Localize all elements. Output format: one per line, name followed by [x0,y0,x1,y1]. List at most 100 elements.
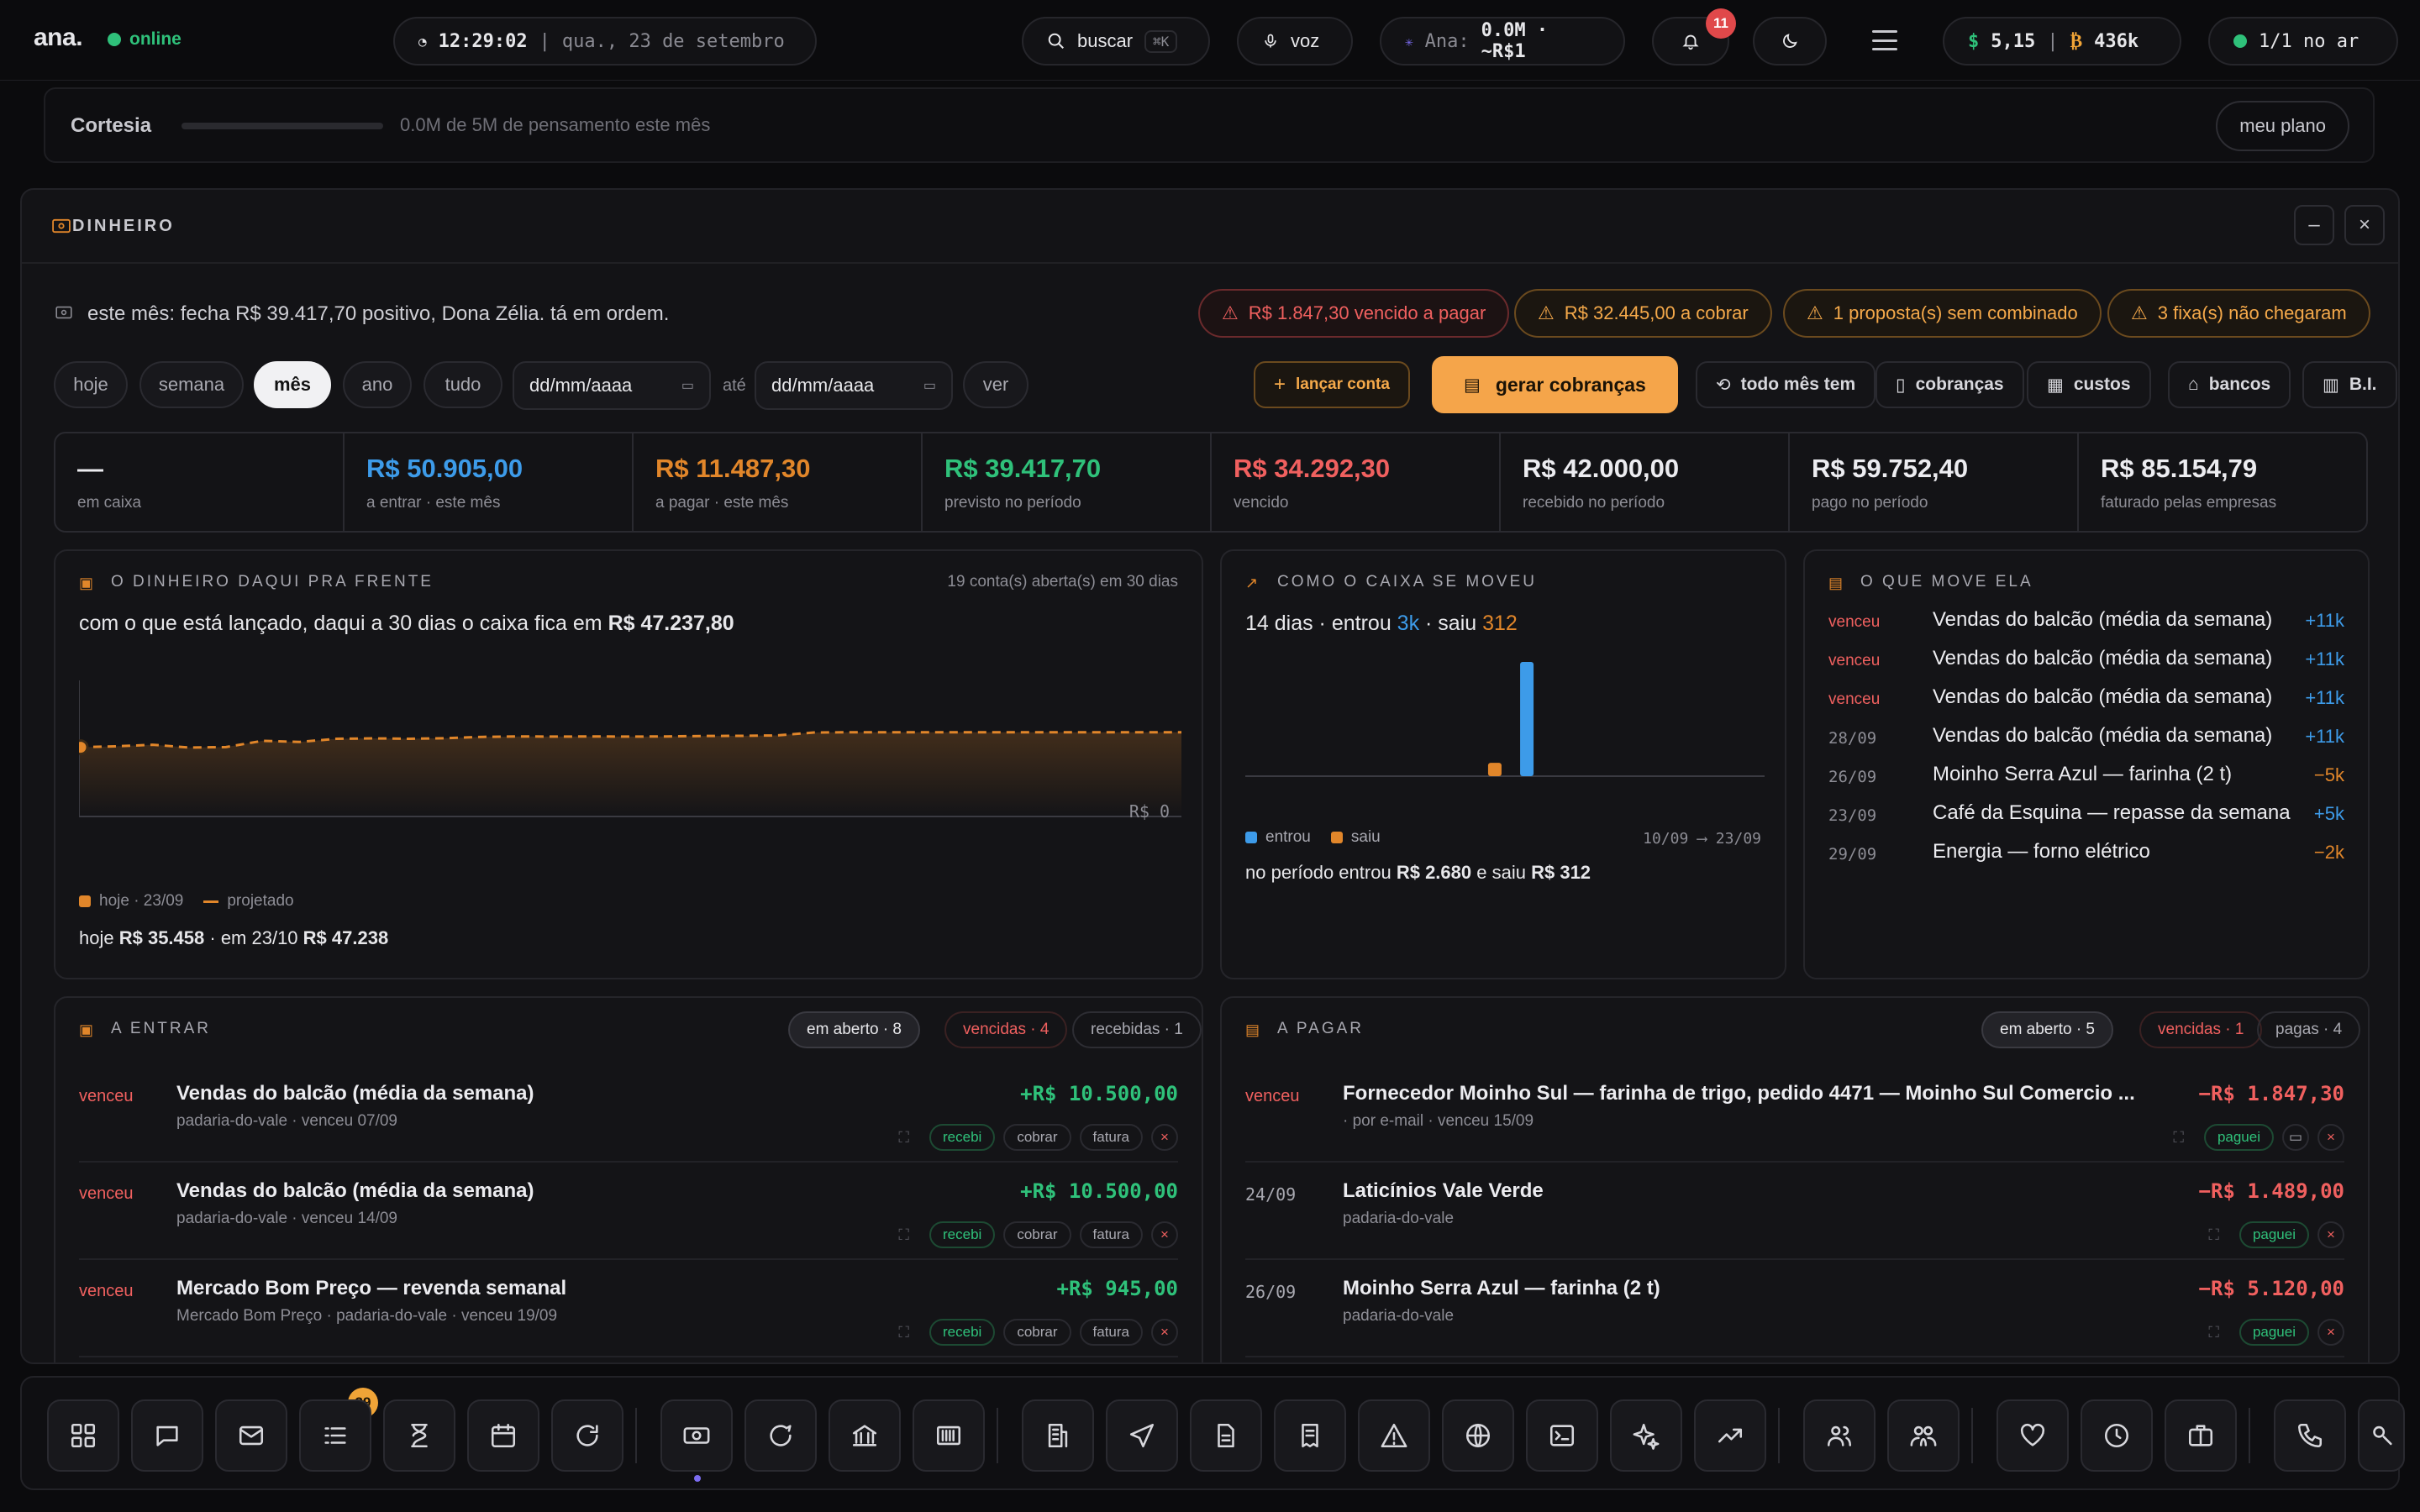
bar-out[interactable] [1487,763,1502,776]
kpi-received[interactable]: R$ 42.000,00 recebido no período [1501,433,1790,531]
tasks-dock-button[interactable] [299,1399,371,1472]
delete-button[interactable]: × [1151,1319,1178,1346]
table-row[interactable]: 26/09 Moinho Serra Azul — farinha (2 t) pa… [1245,1260,2344,1357]
collect-button[interactable]: cobrar [1003,1319,1071,1346]
comment-icon[interactable]: ▭ [2282,1124,2309,1151]
forecast-today-point[interactable] [79,739,89,756]
my-plan-button[interactable]: meu plano [2216,101,2349,151]
invoice-button[interactable]: fatura [1079,1221,1143,1248]
expand-icon[interactable]: ⛶ [898,1128,910,1146]
add-entry-button[interactable]: + lançar conta [1254,361,1410,408]
mark-received-button[interactable]: recebi [929,1124,996,1151]
expand-icon[interactable]: ⛶ [898,1323,910,1341]
document-dock-button[interactable] [1190,1399,1262,1472]
delete-button[interactable]: × [2317,1124,2344,1151]
period-all[interactable]: tudo [424,361,502,408]
bi-button[interactable]: ▥ B.I. [2302,361,2397,408]
kpi-overdue[interactable]: R$ 34.292,30 vencido [1212,433,1501,531]
warning-proposals[interactable]: ⚠ 1 proposta(s) sem combinado [1783,289,2102,338]
table-row[interactable]: 24/09 Laticínios Vale Verde padaria-do-val… [1245,1163,2344,1260]
kpi-forecast[interactable]: R$ 39.417,70 previsto no período [923,433,1212,531]
every-month-button[interactable]: ⟲ todo mês tem [1696,361,1876,408]
ana-usage-pill[interactable]: ✳ Ana: 0.0M · ~R$1 [1380,17,1625,66]
mark-paid-button[interactable]: paguei [2203,1124,2274,1151]
voice-button[interactable]: voz [1237,17,1353,66]
table-row[interactable]: venceu Vendas do balcão (média da semana)… [79,1065,1178,1163]
barcode-dock-button[interactable] [913,1399,985,1472]
mark-received-button[interactable]: recebi [929,1319,996,1346]
table-row[interactable]: venceu Mercado Bom Preço — revenda semana… [79,1260,1178,1357]
expand-icon[interactable]: ⛶ [2208,1226,2219,1243]
kpi-to-pay[interactable]: R$ 11.487,30 a pagar · este mês [634,433,923,531]
phone-dock-button[interactable] [2274,1399,2346,1472]
sparkles-dock-button[interactable] [1610,1399,1682,1472]
tab-open[interactable]: em aberto · 5 [1981,1011,2113,1048]
globe-dock-button[interactable] [1442,1399,1514,1472]
period-week[interactable]: semana [139,361,244,408]
chat-dock-button[interactable] [131,1399,203,1472]
mover-item[interactable]: 29/09 Energia — forno elétrico −2k [1828,840,2344,879]
costs-button[interactable]: ▦ custos [2027,361,2151,408]
mark-received-button[interactable]: recebi [929,1221,996,1248]
charges-button[interactable]: ▯ cobranças [1876,361,2024,408]
delete-button[interactable]: × [1151,1124,1178,1151]
delete-button[interactable]: × [2317,1319,2344,1346]
period-year[interactable]: ano [343,361,412,408]
search-button[interactable]: buscar ⌘K [1022,17,1210,66]
mover-item[interactable]: 26/09 Moinho Serra Azul — farinha (2 t) −5… [1828,763,2344,801]
users-dock-button[interactable] [1803,1399,1876,1472]
app-logo[interactable]: ana. [34,24,83,51]
close-button[interactable]: × [2344,205,2385,245]
briefcase-dock-button[interactable] [2165,1399,2237,1472]
mark-paid-button[interactable]: paguei [2238,1319,2309,1346]
send-dock-button[interactable] [1106,1399,1178,1472]
mover-item[interactable]: 23/09 Café da Esquina — repasse da semana… [1828,801,2344,840]
refresh-dock-button[interactable] [551,1399,623,1472]
hourglass-dock-button[interactable] [383,1399,455,1472]
expand-icon[interactable]: ⛶ [2208,1323,2219,1341]
bank-dock-button[interactable] [829,1399,901,1472]
generate-charges-button[interactable]: ▤ gerar cobranças [1432,356,1678,413]
tab-open[interactable]: em aberto · 8 [788,1011,920,1048]
money-dock-button[interactable] [660,1399,733,1472]
tab-overdue[interactable]: vencidas · 1 [2139,1011,2263,1048]
kpi-paid[interactable]: R$ 59.752,40 pago no período [1790,433,2079,531]
date-to-input[interactable]: dd/mm/aaaa ▭ [755,361,953,410]
warning-fixed-costs[interactable]: ⚠ 3 fixa(s) não chegaram [2107,289,2370,338]
mover-item[interactable]: venceu Vendas do balcão (média da semana)… [1828,647,2344,685]
menu-icon[interactable] [1872,30,1897,50]
table-row[interactable]: venceu Fornecedor Moinho Sul — farinha de… [1245,1065,2344,1163]
trend-dock-button[interactable] [1694,1399,1766,1472]
kpi-incoming[interactable]: R$ 50.905,00 a entrar · este mês [345,433,634,531]
collect-button[interactable]: cobrar [1003,1221,1071,1248]
delete-button[interactable]: × [1151,1221,1178,1248]
mover-item[interactable]: 28/09 Vendas do balcão (média da semana) +… [1828,724,2344,763]
date-from-input[interactable]: dd/mm/aaaa ▭ [513,361,711,410]
tab-paid[interactable]: pagas · 4 [2257,1011,2361,1048]
table-row[interactable]: venceu Vendas do balcão (média da semana)… [79,1163,1178,1260]
market-pill[interactable]: $ 5,15 | ₿ 436k [1943,17,2181,66]
conversation-dock-button[interactable] [744,1399,817,1472]
mover-item[interactable]: venceu Vendas do balcão (média da semana)… [1828,685,2344,724]
invoice-button[interactable]: fatura [1079,1124,1143,1151]
clock-pill[interactable]: ◔ 12:29:02 | qua., 23 de setembro [393,17,817,66]
search-user-dock-button[interactable] [2358,1399,2405,1472]
mover-item[interactable]: venceu Vendas do balcão (média da semana)… [1828,608,2344,647]
tab-received[interactable]: recebidas · 1 [1072,1011,1202,1048]
invoice-button[interactable]: fatura [1079,1319,1143,1346]
mark-paid-button[interactable]: paguei [2238,1221,2309,1248]
kpi-in-cash[interactable]: — em caixa [55,433,345,531]
mail-dock-button[interactable] [215,1399,287,1472]
delete-button[interactable]: × [2317,1221,2344,1248]
collect-button[interactable]: cobrar [1003,1124,1071,1151]
team-dock-button[interactable] [1887,1399,1960,1472]
banks-button[interactable]: ⌂ bancos [2168,361,2291,408]
alert-dock-button[interactable] [1358,1399,1430,1472]
period-today[interactable]: hoje [54,361,128,408]
heart-dock-button[interactable] [1996,1399,2069,1472]
theme-toggle[interactable] [1753,17,1827,66]
view-button[interactable]: ver [963,361,1028,408]
terminal-dock-button[interactable] [1526,1399,1598,1472]
expand-icon[interactable]: ⛶ [2173,1128,2184,1146]
clock-dock-button[interactable] [2081,1399,2153,1472]
